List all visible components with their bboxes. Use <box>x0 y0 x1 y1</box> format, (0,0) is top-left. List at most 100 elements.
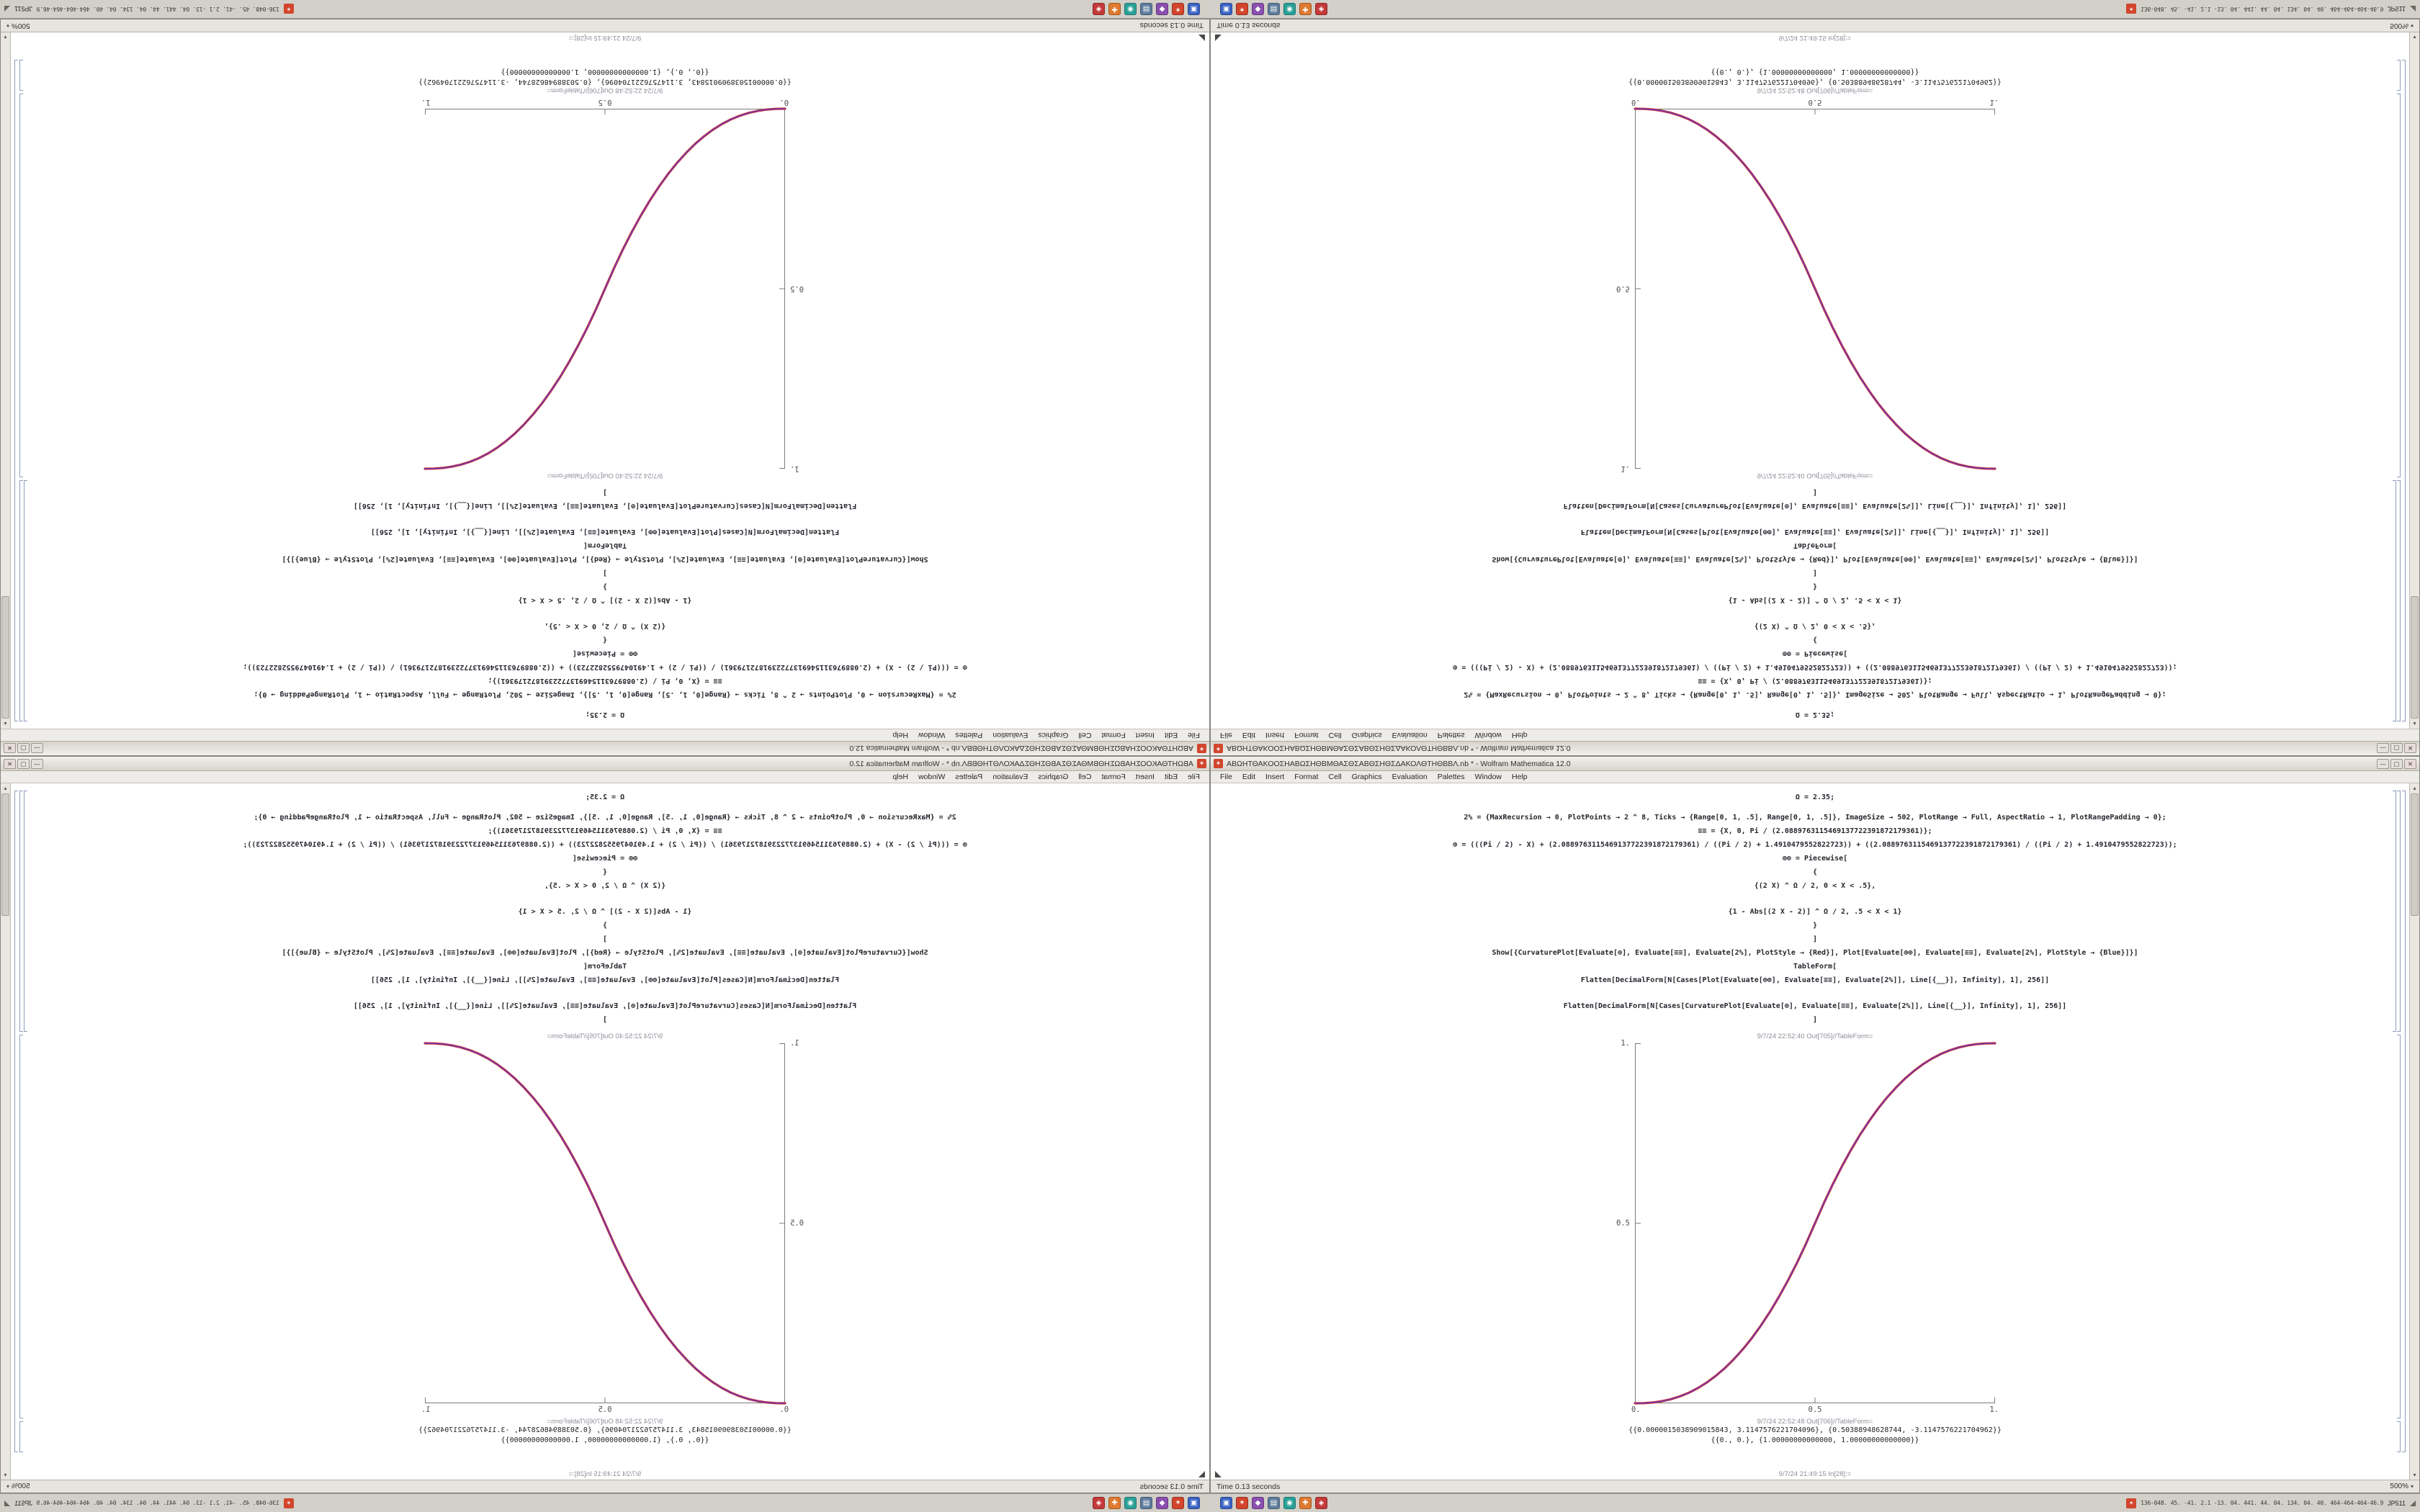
magnification-control[interactable]: 500% ▾ <box>2390 22 2414 30</box>
cell-bracket-input-outer[interactable] <box>19 791 23 1032</box>
cell-bracket-group[interactable] <box>2402 791 2406 1452</box>
window-titlebar[interactable]: ✶ ΑΒΩΗΤΘΑΚΟΟΣΗΑΒΩΣΗΘΒΜΘΑΣΘΣΑΒΘΣΗΘΣΔΑΚΟΛΘ… <box>1211 741 2419 755</box>
maximize-button[interactable]: ▢ <box>2390 743 2403 754</box>
input-cell[interactable]: Ω = 2.35; 2% = {MaxRecursion → 0, PlotPoi… <box>1453 791 2177 1027</box>
scrollbar-thumb[interactable] <box>2411 793 2419 916</box>
cell-bracket-group[interactable] <box>2402 60 2406 721</box>
menu-item[interactable]: File <box>1220 773 1232 781</box>
close-button[interactable]: ✕ <box>4 743 16 754</box>
cell-bracket-input-inner[interactable] <box>2393 480 2396 721</box>
cell-bracket-output-plot[interactable] <box>19 94 23 477</box>
menu-item[interactable]: Insert <box>1135 773 1155 781</box>
cell-bracket-input-inner[interactable] <box>2393 791 2396 1032</box>
menu-item[interactable]: Window <box>1474 773 1502 781</box>
input-cell[interactable]: Ω = 2.35; 2% = {MaxRecursion → 0, PlotPoi… <box>1453 485 2177 721</box>
taskbar-icon-red-app[interactable]: ◈ <box>1093 1497 1105 1509</box>
window-titlebar[interactable]: ✶ ΑΒΩΗΤΘΑΚΟΟΣΗΑΒΩΣΗΘΒΜΘΑΣΘΣΑΒΘΣΗΘΣΔΑΚΟΛΘ… <box>1211 757 2419 771</box>
menu-item[interactable]: Format <box>1294 731 1319 739</box>
cell-bracket-output-table[interactable] <box>19 1421 23 1452</box>
taskbar-icon-orange-app[interactable]: ✚ <box>1108 3 1121 15</box>
cell-insertion-marker[interactable] <box>1215 1471 1222 1477</box>
menu-item[interactable]: Insert <box>1135 731 1155 739</box>
menu-item[interactable]: File <box>1220 731 1232 739</box>
menu-item[interactable]: Palettes <box>1437 731 1465 739</box>
notebook-content[interactable]: Ω = 2.35; 2% = {MaxRecursion → 0, PlotPoi… <box>1 32 1209 729</box>
menu-item[interactable]: Help <box>1512 773 1528 781</box>
notebook-content[interactable]: Ω = 2.35; 2% = {MaxRecursion → 0, PlotPoi… <box>1211 783 2419 1480</box>
menu-item[interactable]: Graphics <box>1038 731 1069 739</box>
input-cell[interactable]: Ω = 2.35; 2% = {MaxRecursion → 0, PlotPoi… <box>243 791 967 1027</box>
minimize-button[interactable]: — <box>2377 743 2389 754</box>
maximize-button[interactable]: ▢ <box>2390 758 2403 769</box>
menu-item[interactable]: Help <box>892 773 908 781</box>
input-cell[interactable]: Ω = 2.35; 2% = {MaxRecursion → 0, PlotPoi… <box>243 485 967 721</box>
menu-item[interactable]: Cell <box>1078 773 1092 781</box>
taskbar-icon-teal-app[interactable]: ◉ <box>1124 1497 1137 1509</box>
menu-item[interactable]: Help <box>892 731 908 739</box>
menu-item[interactable]: Graphics <box>1351 731 1382 739</box>
notebook-content[interactable]: Ω = 2.35; 2% = {MaxRecursion → 0, PlotPoi… <box>1 783 1209 1480</box>
cell-bracket-output-table[interactable] <box>19 60 23 91</box>
taskbar-icon-blue-app[interactable]: ▣ <box>1220 1497 1232 1509</box>
maximize-button[interactable]: ▢ <box>17 758 30 769</box>
close-button[interactable]: ✕ <box>4 758 16 769</box>
cell-bracket-group[interactable] <box>14 60 18 721</box>
taskbar-icon-blue-app[interactable]: ▣ <box>1188 1497 1200 1509</box>
cell-bracket-group[interactable] <box>14 791 18 1452</box>
menu-item[interactable]: Cell <box>1328 773 1342 781</box>
taskbar-icon-blue-app[interactable]: ▣ <box>1188 3 1200 15</box>
menu-item[interactable]: Graphics <box>1038 773 1069 781</box>
menu-item[interactable]: Cell <box>1328 731 1342 739</box>
cell-bracket-output-table[interactable] <box>2397 60 2401 91</box>
menu-item[interactable]: Help <box>1512 731 1528 739</box>
menu-item[interactable]: Format <box>1101 731 1126 739</box>
menu-item[interactable]: Insert <box>1265 773 1285 781</box>
taskbar-icon-red-app[interactable]: ◈ <box>1093 3 1105 15</box>
window-titlebar[interactable]: ✶ ΑΒΩΗΤΘΑΚΟΟΣΗΑΒΩΣΗΘΒΜΘΑΣΘΣΑΒΘΣΗΘΣΔΑΚΟΛΘ… <box>1 757 1209 771</box>
menu-item[interactable]: Evaluation <box>992 773 1028 781</box>
menu-item[interactable]: Palettes <box>1437 773 1465 781</box>
taskbar-icon-orange-app[interactable]: ✚ <box>1299 1497 1312 1509</box>
menu-item[interactable]: Window <box>918 731 946 739</box>
menu-item[interactable]: File <box>1188 773 1200 781</box>
magnification-control[interactable]: 500% ▾ <box>6 22 30 30</box>
maximize-button[interactable]: ▢ <box>17 743 30 754</box>
cell-bracket-output-plot[interactable] <box>2397 1035 2401 1418</box>
taskbar-notify-icon[interactable]: ✶ <box>283 1498 294 1508</box>
taskbar-notify-icon[interactable]: ✶ <box>283 4 294 14</box>
taskbar-icon-wolfram[interactable]: ✶ <box>1236 1497 1248 1509</box>
taskbar-icon-teal-app[interactable]: ◉ <box>1283 3 1296 15</box>
menu-item[interactable]: Palettes <box>955 773 983 781</box>
scroll-down-arrow-icon[interactable]: ▾ <box>4 34 7 40</box>
vertical-scrollbar[interactable]: ▴ ▾ <box>2409 32 2419 729</box>
menu-item[interactable]: Window <box>918 773 946 781</box>
menu-item[interactable]: Window <box>1474 731 1502 739</box>
magnification-control[interactable]: 500% ▾ <box>6 1482 30 1490</box>
taskbar-icon-steel-app[interactable]: ▤ <box>1268 1497 1280 1509</box>
cell-bracket-input-outer[interactable] <box>19 480 23 721</box>
cell-bracket-input-outer[interactable] <box>2397 480 2401 721</box>
taskbar-icon-teal-app[interactable]: ◉ <box>1283 1497 1296 1509</box>
menu-item[interactable]: Insert <box>1265 731 1285 739</box>
menu-item[interactable]: Graphics <box>1351 773 1382 781</box>
scroll-up-arrow-icon[interactable]: ▴ <box>2413 721 2416 727</box>
taskbar-notify-icon[interactable]: ✶ <box>2126 1498 2137 1508</box>
taskbar-notify-icon[interactable]: ✶ <box>2126 4 2137 14</box>
menu-item[interactable]: Evaluation <box>992 731 1028 739</box>
taskbar-icon-wolfram[interactable]: ✶ <box>1236 3 1248 15</box>
taskbar-icon-purple-app[interactable]: ◆ <box>1156 1497 1168 1509</box>
scroll-up-arrow-icon[interactable]: ▴ <box>4 721 7 727</box>
scroll-up-arrow-icon[interactable]: ▴ <box>2413 785 2416 791</box>
taskbar-corner-triangle-icon[interactable] <box>4 1500 10 1506</box>
taskbar-corner-triangle-icon[interactable] <box>2410 1500 2416 1506</box>
menu-item[interactable]: Edit <box>1164 773 1178 781</box>
menu-item[interactable]: Cell <box>1078 731 1092 739</box>
scroll-up-arrow-icon[interactable]: ▴ <box>4 785 7 791</box>
cell-bracket-output-plot[interactable] <box>19 1035 23 1418</box>
taskbar-icon-purple-app[interactable]: ◆ <box>1252 1497 1264 1509</box>
minimize-button[interactable]: — <box>31 743 43 754</box>
close-button[interactable]: ✕ <box>2404 758 2416 769</box>
menu-item[interactable]: Format <box>1101 773 1126 781</box>
menu-item[interactable]: Edit <box>1242 731 1256 739</box>
taskbar-icon-steel-app[interactable]: ▤ <box>1140 1497 1152 1509</box>
